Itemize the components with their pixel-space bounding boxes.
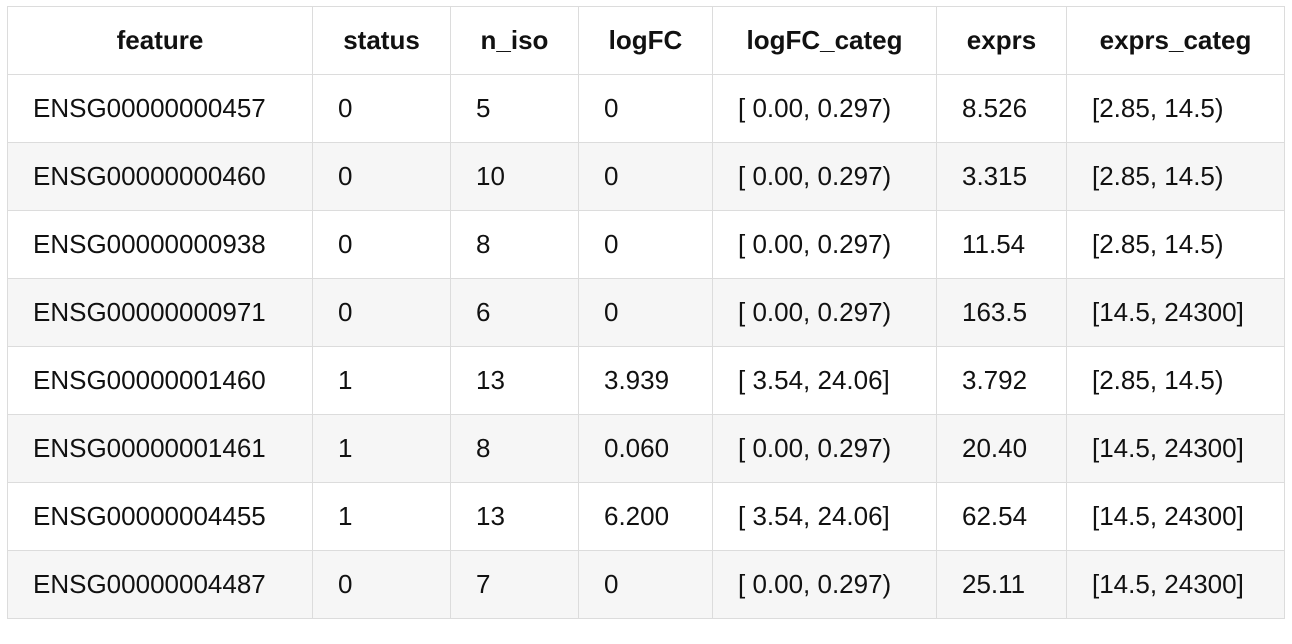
cell-exprs: 8.526: [936, 74, 1067, 143]
cell-logfc: 0: [578, 74, 713, 143]
cell-n-iso: 6: [450, 278, 579, 347]
cell-status: 0: [312, 74, 451, 143]
cell-status: 1: [312, 346, 451, 415]
cell-status: 1: [312, 414, 451, 483]
cell-feature: ENSG00000000457: [7, 74, 313, 143]
cell-n-iso: 7: [450, 550, 579, 619]
cell-n-iso: 13: [450, 346, 579, 415]
cell-logfc-categ: [ 3.54, 24.06]: [712, 346, 937, 415]
cell-exprs-categ: [2.85, 14.5): [1066, 346, 1285, 415]
cell-logfc-categ: [ 0.00, 0.297): [712, 74, 937, 143]
cell-status: 0: [312, 210, 451, 279]
cell-exprs-categ: [2.85, 14.5): [1066, 74, 1285, 143]
cell-n-iso: 5: [450, 74, 579, 143]
cell-exprs-categ: [14.5, 24300]: [1066, 414, 1285, 483]
cell-logfc: 0.060: [578, 414, 713, 483]
table-row: ENSG00000000457 0 5 0[ 0.00, 0.297) 8.526 [2.…: [7, 74, 1285, 143]
cell-status: 1: [312, 482, 451, 551]
cell-logfc-categ: [ 0.00, 0.297): [712, 210, 937, 279]
cell-feature: ENSG00000001461: [7, 414, 313, 483]
cell-feature: ENSG00000004455: [7, 482, 313, 551]
table-row: ENSG00000004487 0 7 0[ 0.00, 0.297) 25.11 [14…: [7, 550, 1285, 619]
cell-status: 0: [312, 550, 451, 619]
cell-exprs: 11.54: [936, 210, 1067, 279]
cell-logfc-categ: [ 0.00, 0.297): [712, 550, 937, 619]
column-header-exprs: exprs: [936, 6, 1067, 75]
cell-logfc-categ: [ 0.00, 0.297): [712, 278, 937, 347]
cell-feature: ENSG00000000938: [7, 210, 313, 279]
cell-status: 0: [312, 278, 451, 347]
cell-exprs: 3.315: [936, 142, 1067, 211]
data-table: feature status n_iso logFC logFC_categ e…: [7, 6, 1285, 619]
cell-exprs: 62.54: [936, 482, 1067, 551]
table-row: ENSG00000000938 0 8 0[ 0.00, 0.297) 11.54 [2.…: [7, 210, 1285, 279]
column-header-status: status: [312, 6, 451, 75]
cell-exprs: 3.792: [936, 346, 1067, 415]
table-row: ENSG00000004455 1 13 6.200[ 3.54, 24.06] 62.…: [7, 482, 1285, 551]
cell-exprs-categ: [14.5, 24300]: [1066, 278, 1285, 347]
table-row: ENSG00000000971 0 6 0[ 0.00, 0.297) 163.5 [14…: [7, 278, 1285, 347]
cell-n-iso: 8: [450, 414, 579, 483]
cell-logfc: 0: [578, 142, 713, 211]
cell-exprs: 20.40: [936, 414, 1067, 483]
cell-logfc-categ: [ 0.00, 0.297): [712, 414, 937, 483]
cell-feature: ENSG00000004487: [7, 550, 313, 619]
cell-logfc: 6.200: [578, 482, 713, 551]
table-row: ENSG00000000460 0 10 0[ 0.00, 0.297) 3.315 [2…: [7, 142, 1285, 211]
table-row: ENSG00000001461 1 8 0.060[ 0.00, 0.297) 20.4…: [7, 414, 1285, 483]
cell-logfc: 0: [578, 550, 713, 619]
cell-status: 0: [312, 142, 451, 211]
column-header-n-iso: n_iso: [450, 6, 579, 75]
cell-logfc: 3.939: [578, 346, 713, 415]
table-row: ENSG00000001460 1 13 3.939[ 3.54, 24.06] 3.7…: [7, 346, 1285, 415]
data-table-container: feature status n_iso logFC logFC_categ e…: [7, 6, 1285, 619]
cell-n-iso: 8: [450, 210, 579, 279]
table-header: feature status n_iso logFC logFC_categ e…: [7, 6, 1285, 75]
cell-feature: ENSG00000000971: [7, 278, 313, 347]
cell-feature: ENSG00000000460: [7, 142, 313, 211]
header-row: feature status n_iso logFC logFC_categ e…: [7, 6, 1285, 75]
cell-exprs-categ: [14.5, 24300]: [1066, 550, 1285, 619]
cell-exprs-categ: [14.5, 24300]: [1066, 482, 1285, 551]
cell-logfc-categ: [ 3.54, 24.06]: [712, 482, 937, 551]
cell-logfc: 0: [578, 278, 713, 347]
cell-exprs: 163.5: [936, 278, 1067, 347]
column-header-feature: feature: [7, 6, 313, 75]
column-header-exprs-categ: exprs_categ: [1066, 6, 1285, 75]
cell-n-iso: 10: [450, 142, 579, 211]
table-body: ENSG00000000457 0 5 0[ 0.00, 0.297) 8.526 [2.…: [7, 74, 1285, 619]
cell-n-iso: 13: [450, 482, 579, 551]
cell-feature: ENSG00000001460: [7, 346, 313, 415]
cell-exprs: 25.11: [936, 550, 1067, 619]
cell-logfc: 0: [578, 210, 713, 279]
column-header-logfc-categ: logFC_categ: [712, 6, 937, 75]
cell-logfc-categ: [ 0.00, 0.297): [712, 142, 937, 211]
cell-exprs-categ: [2.85, 14.5): [1066, 210, 1285, 279]
cell-exprs-categ: [2.85, 14.5): [1066, 142, 1285, 211]
column-header-logfc: logFC: [578, 6, 713, 75]
